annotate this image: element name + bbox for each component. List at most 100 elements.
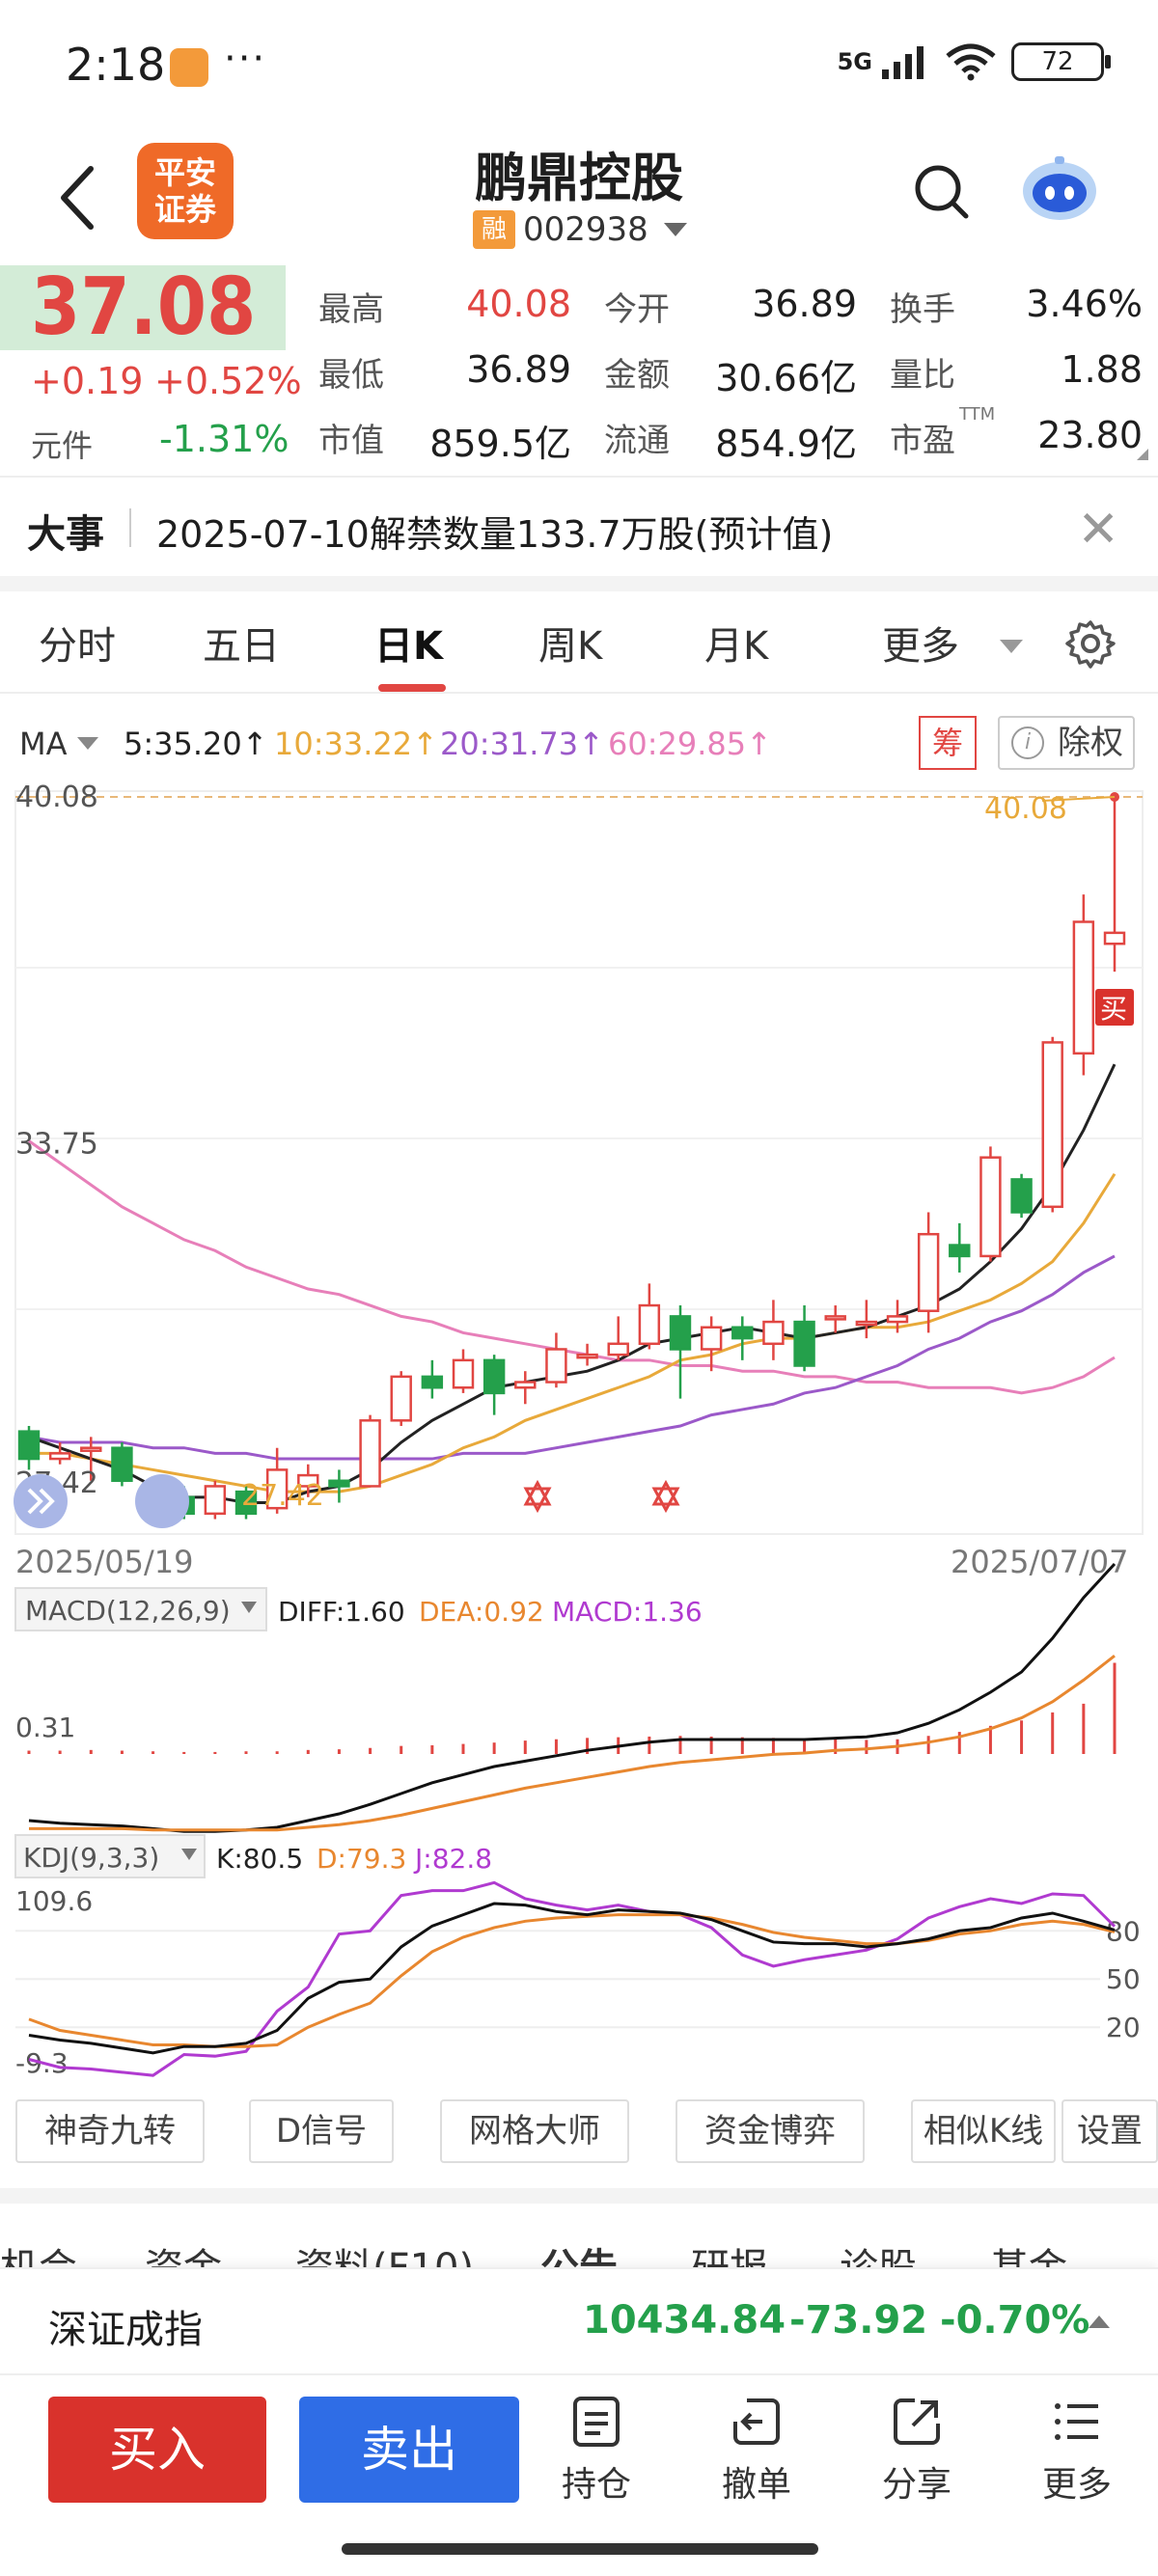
sell-button[interactable]: 卖出 [299,2397,519,2503]
indicator-settings-button[interactable]: 设置 [1062,2099,1158,2163]
candle-body [1103,931,1126,945]
document-icon [573,2397,620,2447]
home-indicator [342,2543,818,2555]
period-tabs: 分时 五日 日K 周K 月K 更多 [0,591,1158,694]
quote-field-value: 40.08 [466,283,571,325]
d-signal-button[interactable]: D信号 [249,2099,394,2163]
ma-selector[interactable]: MA [19,726,68,762]
candle-body [111,1446,133,1483]
share-button[interactable]: 分享 [859,2395,975,2507]
event-star-icon [651,1479,680,1514]
candle-body [1072,920,1095,1055]
status-time: 2:18 [66,39,166,91]
price-axis-label: 40.08 [15,781,98,814]
gear-icon[interactable] [1065,618,1116,669]
tab-more[interactable]: 更多 [882,624,959,669]
search-icon[interactable] [912,162,972,222]
grid-master-button[interactable]: 网格大师 [440,2099,629,2163]
price-change: +0.19 [31,360,144,402]
quote-field-value: 36.89 [752,283,857,325]
expand-corner-icon[interactable] [1137,449,1148,460]
chevron-up-icon[interactable] [1089,2316,1110,2328]
candle-body [390,1375,412,1422]
tab-five-day[interactable]: 五日 [203,624,280,669]
back-arrow-icon[interactable] [54,159,102,236]
stock-code: 002938 [523,210,648,249]
app-notification-icon [170,48,208,87]
candle-body [297,1473,319,1488]
candle-body [482,1358,506,1395]
market-index-bar[interactable]: 深证成指 10434.84 -73.92 -0.70% [0,2267,1158,2373]
candle-body [824,1315,846,1321]
ma10-line [29,1172,1117,1494]
candle-body [514,1381,537,1389]
stock-code-selector[interactable]: 融 002938 [473,210,687,249]
kdj-j-legend: J:82.8 [413,1843,492,1875]
candle-body [949,1244,971,1258]
network-type: 5G [837,48,872,75]
chevron-down-icon[interactable] [77,737,98,750]
quote-field-label: 量比 [890,356,955,395]
ex-rights-button[interactable]: i 除权 [998,716,1135,770]
tab-announcements[interactable]: 公告 [540,2236,618,2267]
tab-weekly-k[interactable]: 周K [538,624,603,669]
similar-k-button[interactable]: 相似K线 [911,2099,1056,2163]
quote-field-value: 36.89 [466,348,571,391]
fund-game-button[interactable]: 资金博弈 [676,2099,865,2163]
candle-body [700,1326,723,1351]
chevron-down-icon [241,1602,257,1613]
candle-body [979,1156,1002,1258]
close-icon[interactable]: ✕ [1077,501,1119,559]
index-name: 深证成指 [48,2308,203,2352]
candle-body [669,1315,692,1351]
magic-nine-button[interactable]: 神奇九转 [15,2099,205,2163]
tab-funds[interactable]: 资金 [145,2236,222,2267]
kdj-k-line [28,1902,1116,2055]
status-indicators: 5G 72 [837,42,1111,81]
kdj-axis-50: 50 [1106,1963,1141,1995]
more-button[interactable]: 更多 [1019,2395,1135,2507]
broker-logo[interactable]: 平安 证券 [137,143,234,239]
ai-assistant-icon[interactable] [1018,152,1101,226]
macd-value-legend: MACD:1.36 [552,1596,703,1628]
tab-opportunity[interactable]: 机会 [0,2236,77,2267]
price-chart-frame [14,790,1144,1535]
tab-monthly-k[interactable]: 月K [704,624,769,669]
tab-daily-k[interactable]: 日K [374,624,443,669]
tab-fund[interactable]: 基金 [990,2236,1067,2267]
quote-field-label: 金额 [604,356,670,395]
macd-diff-legend: DIFF:1.60 [278,1596,405,1628]
candle-body [265,1468,289,1510]
tab-intraday[interactable]: 分时 [39,624,116,669]
candle-body [17,1430,41,1461]
tab-research[interactable]: 研报 [691,2236,768,2267]
x-end-date: 2025/07/07 [951,1544,1128,1580]
macd-selector [14,1587,267,1631]
candle-body [731,1326,754,1340]
price-axis-label: 33.75 [15,1128,98,1162]
tab-diagnosis[interactable]: 诊股 [840,2236,917,2267]
ma60-value: 60:29.85↑ [608,726,772,762]
candle-body [359,1419,381,1488]
quote-field-value: 854.9亿 [715,423,857,465]
quote-field-value: 1.88 [1061,348,1143,391]
candle-body [234,1490,258,1516]
kdj-selector [14,1834,206,1878]
cancel-order-button[interactable]: 撤单 [699,2395,814,2507]
holdings-button[interactable]: 持仓 [538,2395,654,2507]
info-icon: i [1011,726,1044,759]
undo-icon [733,2398,780,2445]
event-bar[interactable]: 大事 2025-07-10解禁数量133.7万股(预计值) ✕ [0,480,1158,576]
candle-body [607,1342,629,1357]
candle-body [545,1348,567,1384]
ma10-value: 10:33.22↑ [274,726,438,762]
candle-body [204,1485,227,1516]
tab-f10[interactable]: 资料(F10) [295,2236,474,2267]
kdj-title: KDJ(9,3,3) [23,1842,159,1874]
battery-icon: 72 [1011,42,1111,81]
index-change: -73.92 [789,2298,928,2343]
buy-button[interactable]: 买入 [48,2397,266,2503]
chip-distribution-button[interactable]: 筹 [919,716,977,770]
more-label: 更多 [1041,2465,1112,2505]
